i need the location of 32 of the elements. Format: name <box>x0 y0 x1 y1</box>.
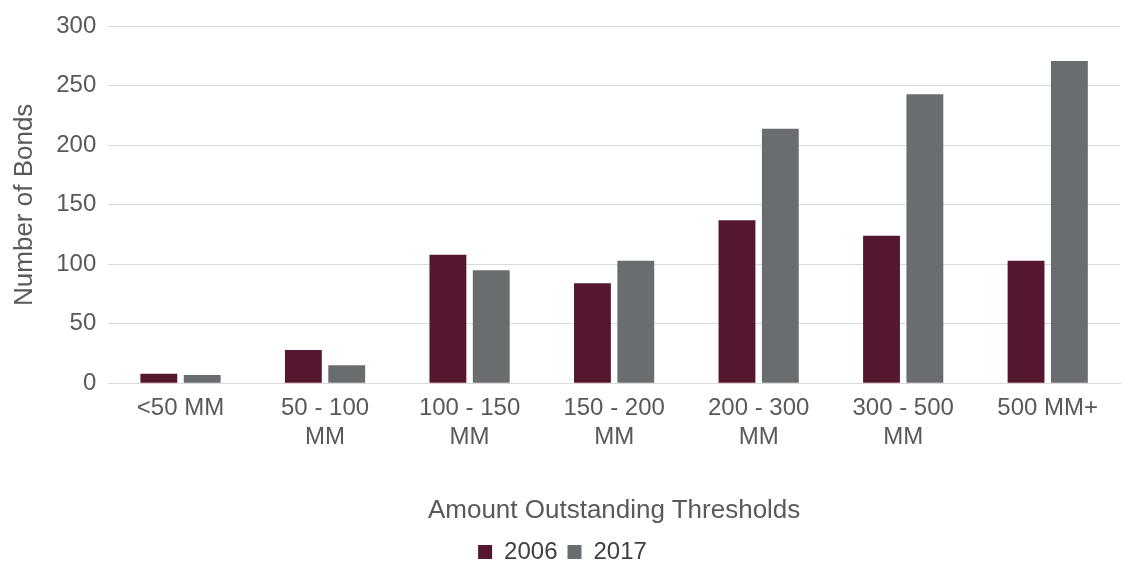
legend-label: 2017 <box>593 536 647 564</box>
y-tick-label: 0 <box>82 367 97 395</box>
bar <box>863 235 900 383</box>
bar <box>284 349 322 383</box>
x-tick-label: 100 - 150 MM <box>418 393 521 450</box>
bar <box>429 254 467 383</box>
x-tick-label: 500 MM+ <box>997 393 1099 421</box>
x-tick-label: 50 - 100 MM <box>281 393 370 450</box>
bar <box>183 374 221 383</box>
x-tick-label: 300 - 500 MM <box>852 393 954 450</box>
y-axis-title: Number of Bonds <box>7 103 38 306</box>
bar <box>472 270 510 383</box>
legend-label: 2006 <box>504 536 558 564</box>
x-axis-title: Amount Outstanding Thresholds <box>427 493 801 524</box>
bar <box>906 94 944 383</box>
x-tick-label: <50 MM <box>136 393 225 421</box>
bar <box>1050 60 1088 383</box>
x-tick-label: 200 - 300 MM <box>707 393 810 450</box>
bar <box>1007 260 1045 383</box>
bar <box>761 128 799 383</box>
y-tick-label: 200 <box>56 129 97 157</box>
bar <box>328 365 366 383</box>
y-tick-label: 250 <box>56 70 97 98</box>
y-tick-label: 100 <box>56 248 97 276</box>
bar <box>718 220 756 383</box>
x-tick-label: 150 - 200 MM <box>563 393 665 450</box>
y-tick-label: 150 <box>56 189 97 217</box>
bar <box>617 260 655 383</box>
y-tick-label: 300 <box>56 11 97 39</box>
y-tick-label: 50 <box>69 308 97 336</box>
bar <box>574 283 611 383</box>
bar <box>140 373 178 383</box>
